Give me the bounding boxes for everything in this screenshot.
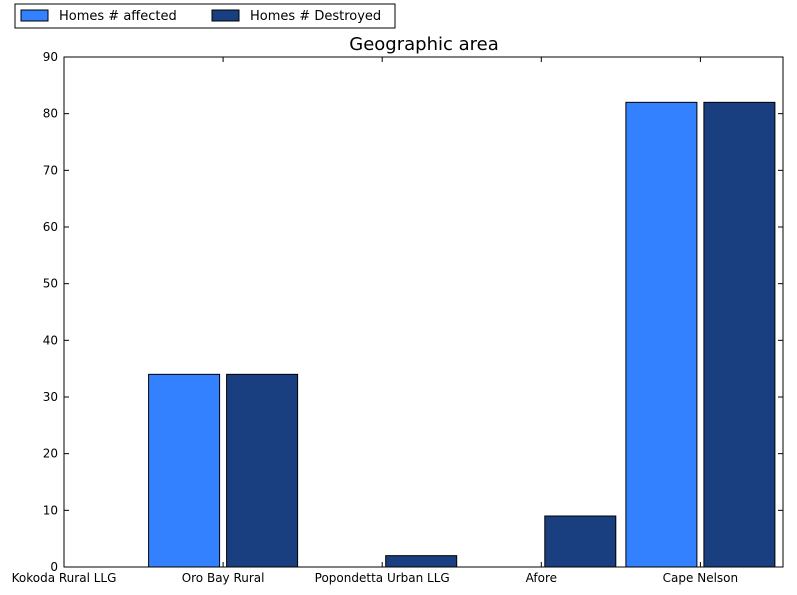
y-tick-label-3: 30 bbox=[43, 390, 58, 404]
legend: Homes # affected Homes # Destroyed bbox=[14, 3, 396, 29]
axes: 0 10 20 30 40 50 60 70 80 90 Kokoda Rural LLG Oro B… bbox=[12, 50, 784, 585]
bar-affected-1 bbox=[148, 373, 221, 568]
y-tick-label-9: 90 bbox=[43, 50, 58, 64]
y-tick-label-1: 10 bbox=[43, 503, 58, 517]
y-tick-label-5: 50 bbox=[43, 277, 58, 291]
legend-label-1: Homes # Destroyed bbox=[250, 9, 381, 24]
bar-destroyed-3 bbox=[544, 515, 617, 568]
x-tick-label-3: Afore bbox=[526, 571, 557, 585]
y-tick-label-8: 80 bbox=[43, 107, 58, 121]
x-tick-label-1: Oro Bay Rural bbox=[182, 571, 265, 585]
bar-destroyed-1 bbox=[226, 373, 299, 568]
x-tick-label-2: Popondetta Urban LLG bbox=[315, 571, 450, 585]
legend-swatch-0 bbox=[20, 9, 49, 22]
y-tick-label-0: 0 bbox=[50, 560, 58, 574]
legend-swatch-1 bbox=[211, 9, 240, 22]
x-tick-label-0: Kokoda Rural LLG bbox=[12, 571, 117, 585]
y-tick-label-4: 40 bbox=[43, 333, 58, 347]
y-tick-label-2: 20 bbox=[43, 447, 58, 461]
x-tick-label-4: Cape Nelson bbox=[663, 571, 738, 585]
plot-area bbox=[148, 101, 776, 568]
y-tick-label-7: 70 bbox=[43, 163, 58, 177]
y-tick-label-6: 60 bbox=[43, 220, 58, 234]
plot-frame bbox=[63, 56, 784, 568]
bar-destroyed-4 bbox=[703, 101, 776, 568]
legend-box bbox=[14, 3, 396, 29]
bar-affected-4 bbox=[625, 101, 698, 568]
chart-title: Geographic area bbox=[349, 34, 498, 55]
legend-label-0: Homes # affected bbox=[59, 9, 177, 24]
bar-destroyed-2 bbox=[385, 555, 458, 568]
